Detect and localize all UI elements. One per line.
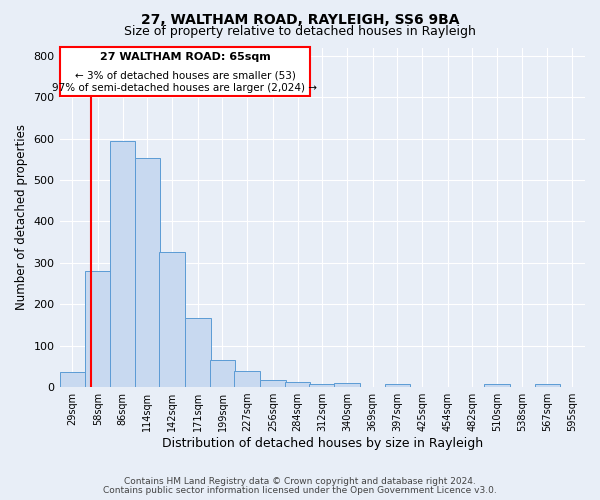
Bar	[185, 318, 211, 387]
Bar	[260, 380, 286, 387]
Y-axis label: Number of detached properties: Number of detached properties	[15, 124, 28, 310]
Bar	[59, 372, 85, 387]
Text: 27, WALTHAM ROAD, RAYLEIGH, SS6 9BA: 27, WALTHAM ROAD, RAYLEIGH, SS6 9BA	[141, 12, 459, 26]
Bar	[134, 158, 160, 387]
Bar	[535, 384, 560, 387]
Text: Contains HM Land Registry data © Crown copyright and database right 2024.: Contains HM Land Registry data © Crown c…	[124, 477, 476, 486]
Bar	[160, 252, 185, 387]
Bar	[334, 383, 360, 387]
Bar	[110, 140, 136, 387]
Bar	[385, 384, 410, 387]
Bar	[209, 360, 235, 387]
Text: Contains public sector information licensed under the Open Government Licence v3: Contains public sector information licen…	[103, 486, 497, 495]
Bar	[59, 48, 310, 96]
Text: ← 3% of detached houses are smaller (53): ← 3% of detached houses are smaller (53)	[74, 70, 295, 80]
Bar	[484, 384, 510, 387]
Text: 97% of semi-detached houses are larger (2,024) →: 97% of semi-detached houses are larger (…	[52, 84, 317, 94]
Text: Size of property relative to detached houses in Rayleigh: Size of property relative to detached ho…	[124, 25, 476, 38]
Bar	[310, 384, 335, 387]
Bar	[285, 382, 310, 387]
Bar	[235, 372, 260, 387]
X-axis label: Distribution of detached houses by size in Rayleigh: Distribution of detached houses by size …	[162, 437, 483, 450]
Bar	[85, 271, 111, 387]
Text: 27 WALTHAM ROAD: 65sqm: 27 WALTHAM ROAD: 65sqm	[100, 52, 271, 62]
